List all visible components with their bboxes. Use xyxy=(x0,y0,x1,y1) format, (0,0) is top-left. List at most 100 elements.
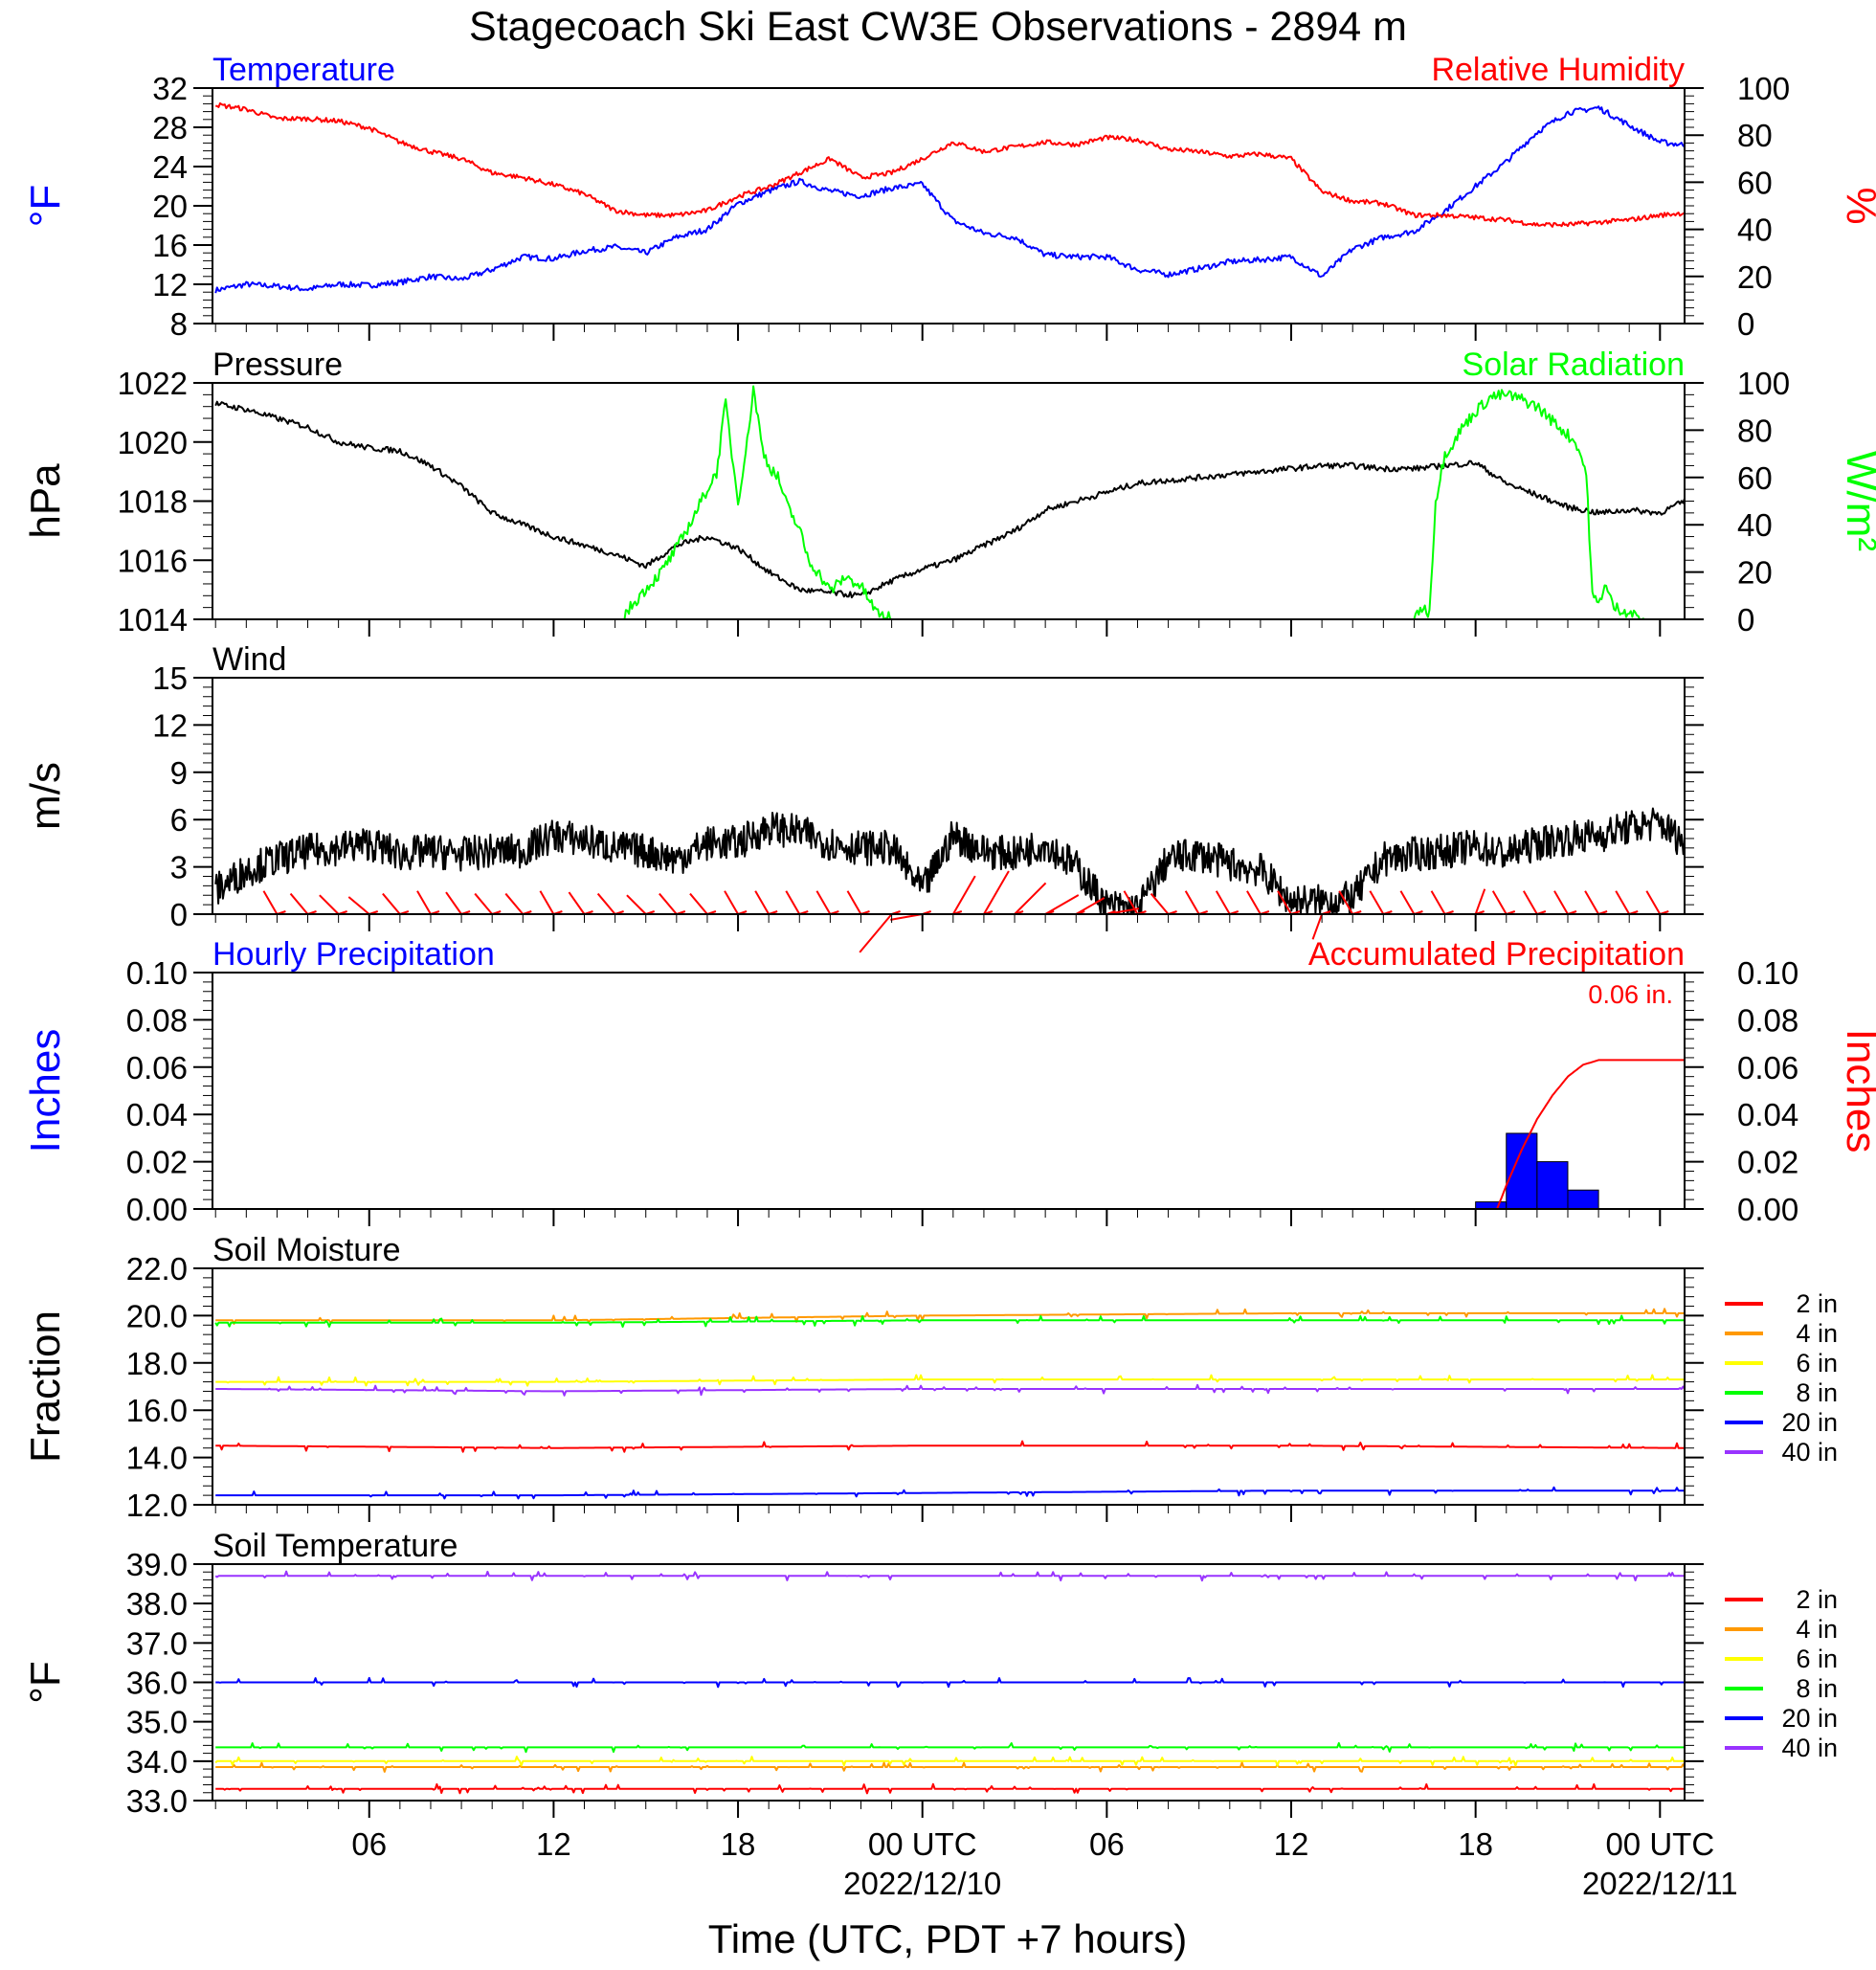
y-tick-label-left: 12 xyxy=(152,707,188,743)
legend-label: 20 in xyxy=(1781,1704,1838,1733)
wind-barb xyxy=(754,890,770,915)
y-axis-label-left: °F xyxy=(22,1661,69,1703)
wind-barb xyxy=(289,892,309,915)
series-line-2-in xyxy=(215,1782,1685,1795)
y-tick-label-left: 38.0 xyxy=(126,1586,188,1622)
wind-barb xyxy=(347,896,370,915)
y-tick-label-left: 12 xyxy=(152,267,188,302)
y-axis-label-left: Fraction xyxy=(22,1310,69,1463)
series-line-6-in xyxy=(214,1756,1685,1767)
y-tick-label-left: 0.08 xyxy=(126,1002,188,1038)
wind-barb xyxy=(474,892,493,915)
y-tick-label-left: 14.0 xyxy=(126,1441,188,1476)
series-line-40-in xyxy=(215,1383,1685,1397)
series-line-relative-humidity xyxy=(215,101,1685,228)
y-tick-label-right: 80 xyxy=(1737,118,1773,153)
plot-frame xyxy=(212,382,1686,620)
panel-title-left: Wind xyxy=(212,641,286,678)
series-line-8-in xyxy=(214,1314,1685,1328)
wind-barb xyxy=(859,913,893,953)
y-tick-label-left: 24 xyxy=(152,149,188,185)
time-axis: 06 12 18 00 UTC 2022/12/10 06 12 18 00 UTC 2022/1… xyxy=(351,1826,1737,1901)
legend-label: 2 in xyxy=(1796,1289,1838,1318)
wind-barb xyxy=(1491,890,1508,915)
wind-barb xyxy=(659,892,678,915)
y-tick-label-right: 0.02 xyxy=(1737,1145,1798,1180)
series-line-20-in xyxy=(215,1676,1685,1689)
y-tick-label-left: 0.06 xyxy=(126,1050,188,1086)
panel-title-left: Soil Temperature xyxy=(212,1528,458,1564)
panel-soil_moisture: 12.0 14.0 16.0 18.0 20.0 22.0 Soil Moisture Fra… xyxy=(22,1232,1838,1523)
y-axis-label-left: °F xyxy=(22,185,69,227)
legend-label: 8 in xyxy=(1796,1674,1838,1703)
figure-title: Stagecoach Ski East CW3E Observations - … xyxy=(469,4,1407,50)
x-tick-label: 18 xyxy=(1458,1826,1493,1862)
y-tick-label-left: 3 xyxy=(170,850,188,885)
wind-barb xyxy=(1474,888,1486,915)
wind-barb xyxy=(846,890,862,915)
x-tick-label: 06 xyxy=(1089,1826,1125,1862)
wind-barb xyxy=(1277,890,1292,915)
wind-barb xyxy=(596,892,616,915)
series-line-accumulated-precipitation xyxy=(215,1059,1685,1209)
series-line-40-in xyxy=(214,1570,1685,1582)
precip-bar xyxy=(1567,1189,1599,1209)
wind-barb xyxy=(626,894,647,915)
panel-soil_temperature: 33.034.0 35.0 36.0 37.038.0 39.0 Soil Tempera… xyxy=(22,1528,1838,1819)
series-line-wind xyxy=(214,807,1685,914)
y-tick-label-left: 8 xyxy=(170,306,188,342)
y-tick-label-left: 36.0 xyxy=(126,1666,188,1701)
y-tick-label-left: 1022 xyxy=(118,366,188,401)
y-tick-label-left: 1018 xyxy=(118,484,188,520)
wind-barb xyxy=(1338,890,1354,915)
series-line-8-in xyxy=(215,1742,1685,1754)
y-axis-label-right: Inches xyxy=(1838,1029,1876,1153)
series-group xyxy=(214,1570,1685,1795)
plot-frame xyxy=(212,972,1686,1210)
series-line-2-in xyxy=(215,1440,1685,1453)
wind-barb xyxy=(1399,890,1416,915)
x-tick-label: 00 UTC xyxy=(868,1826,977,1862)
wind-barb xyxy=(951,875,976,915)
wind-barb xyxy=(1215,890,1231,915)
y-tick-label-right: 80 xyxy=(1737,413,1773,448)
x-tick-label: 06 xyxy=(351,1826,387,1862)
y-tick-label-left: 1016 xyxy=(118,543,188,578)
y-tick-label-left: 32 xyxy=(152,71,188,106)
y-tick-label-right: 20 xyxy=(1737,259,1773,295)
y-tick-label-left: 6 xyxy=(170,802,188,838)
series-line-6-in xyxy=(215,1374,1685,1387)
wind-barb xyxy=(445,891,462,915)
series-group xyxy=(214,1308,1685,1500)
y-tick-label-right: 0.00 xyxy=(1737,1192,1798,1227)
wind-barb xyxy=(1523,890,1538,915)
y-tick-label-left: 18.0 xyxy=(126,1346,188,1381)
series-line-20-in xyxy=(215,1486,1685,1500)
y-tick-label-left: 20.0 xyxy=(126,1298,188,1333)
wind-barb xyxy=(568,891,586,915)
legend-label: 6 in xyxy=(1796,1645,1838,1673)
panel-title-left: Hourly Precipitation xyxy=(212,936,495,973)
panel-wind: 0 3 6 9 12 15 Wind m/s xyxy=(22,641,1704,953)
legend-label: 4 in xyxy=(1796,1615,1838,1644)
series-group xyxy=(214,385,1685,619)
legend-label: 6 in xyxy=(1796,1349,1838,1377)
plot-frame xyxy=(212,677,1686,915)
x-tick-label: 12 xyxy=(1274,1826,1309,1862)
y-tick-label-left: 35.0 xyxy=(126,1705,188,1740)
y-tick-label-right: 60 xyxy=(1737,460,1773,496)
wind-barb xyxy=(504,892,525,915)
series-line-pressure xyxy=(214,400,1685,599)
plot-frame xyxy=(212,1563,1686,1802)
y-axis-label-right: W/m² xyxy=(1838,451,1876,551)
wind-barb xyxy=(539,890,555,915)
panel-title-right: Solar Radiation xyxy=(1463,347,1685,383)
y-tick-label-right: 100 xyxy=(1737,71,1790,106)
series-line-temperature xyxy=(214,105,1685,294)
y-tick-label-left: 12.0 xyxy=(126,1488,188,1523)
wind-barb xyxy=(1184,890,1200,915)
y-axis-label-left: Inches xyxy=(22,1029,69,1153)
y-tick-label-right: 20 xyxy=(1737,555,1773,591)
wind-barb xyxy=(1430,890,1446,915)
y-tick-label-right: 0.04 xyxy=(1737,1097,1798,1132)
